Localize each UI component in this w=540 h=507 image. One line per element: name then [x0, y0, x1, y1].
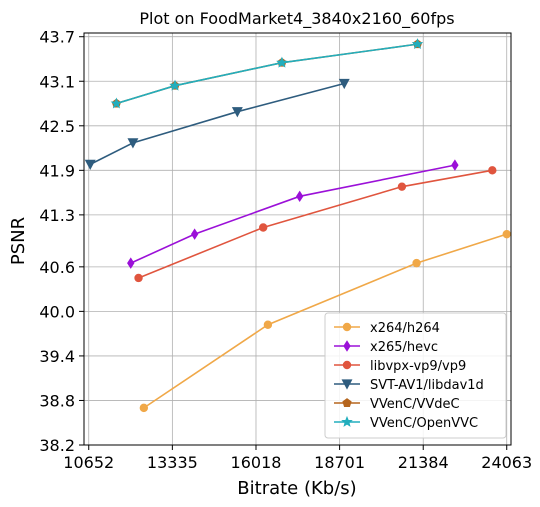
y-tick-label: 41.3 [39, 206, 75, 225]
legend-label: VVenC/VVdeC [370, 397, 460, 412]
series-x265-hevc [127, 159, 459, 269]
y-tick-label: 38.2 [39, 436, 75, 455]
data-point [231, 107, 243, 118]
legend-entry: SVT-AV1/libdav1d [334, 378, 484, 393]
data-point [397, 182, 407, 191]
series-x264-h264 [139, 229, 511, 413]
series-line [116, 43, 418, 105]
data-point [502, 229, 511, 239]
x-axis-ticks: 10652 13335 16018 18701 21384 24063 [63, 445, 532, 472]
series-line [116, 43, 418, 105]
data-point [296, 190, 304, 203]
series-libvpx-vp9-vp9 [134, 166, 497, 283]
data-point [127, 257, 135, 269]
data-point [139, 403, 149, 413]
legend-entry: VVenC/OpenVVC [334, 415, 478, 431]
series-svt-av1-libdav1d [84, 78, 350, 171]
data-point [134, 273, 143, 283]
y-tick-label: 39.4 [39, 347, 75, 366]
data-point [263, 320, 273, 329]
series-line [130, 164, 456, 264]
legend-label: x265/hevc [370, 340, 438, 355]
legend-marker [343, 340, 351, 352]
legend: x264/h264 x265/hevc libvpx-vp9/vp9 SVT-AV1/… [324, 312, 507, 439]
legend-box [324, 312, 507, 439]
y-tick-label: 41.9 [39, 161, 75, 180]
data-point [169, 79, 181, 91]
legend-label: x264/h264 [370, 321, 440, 336]
legend-marker [341, 379, 353, 390]
series-line [89, 82, 345, 166]
y-tick-label: 38.8 [39, 391, 75, 410]
series-line [143, 233, 507, 409]
y-tick-label: 42.5 [39, 117, 75, 136]
x-tick-label: 13335 [147, 453, 198, 472]
legend-marker [342, 398, 352, 407]
data-point [127, 138, 139, 149]
legend-label: SVT-AV1/libdav1d [370, 378, 484, 393]
data-point [338, 78, 350, 90]
legend-entry: libvpx-vp9/vp9 [334, 359, 466, 374]
legend-marker [342, 360, 352, 370]
grid [84, 33, 511, 446]
chart-title: Plot on FoodMarket4_3840x2160_60fps [139, 9, 454, 29]
legend-entry: VVenC/VVdeC [334, 397, 460, 412]
data-point [84, 159, 96, 171]
y-axis-label: PSNR [8, 217, 29, 265]
legend-label: libvpx-vp9/vp9 [370, 359, 466, 374]
y-axis-ticks: 38.2 38.8 39.4 40.0 40.6 41.3 41.9 42.5 43.1 43.7 [39, 28, 84, 455]
data-point [110, 97, 123, 109]
x-tick-label: 21384 [398, 453, 449, 472]
data-point [451, 159, 459, 171]
legend-marker [341, 415, 353, 427]
legend-label: VVenC/OpenVVC [370, 416, 478, 431]
x-tick-label: 16018 [231, 453, 282, 472]
data-point [488, 166, 497, 175]
data-point [259, 223, 268, 232]
y-tick-label: 43.7 [39, 28, 75, 47]
data-point [411, 38, 424, 50]
series-vvenc-openvvc [110, 38, 424, 109]
plot-frame [83, 32, 512, 446]
x-axis-label: Bitrate (Kb/s) [237, 478, 356, 499]
x-tick-label: 18701 [314, 453, 365, 472]
data-point [276, 56, 288, 68]
data-point [190, 228, 199, 240]
legend-entry: x264/h264 [334, 321, 440, 336]
x-tick-label: 10652 [63, 453, 114, 472]
legend-marker [342, 322, 352, 332]
series-line [138, 169, 493, 279]
series-layer [84, 38, 511, 413]
x-tick-label: 24063 [481, 453, 532, 472]
y-tick-label: 40.6 [39, 258, 75, 277]
y-tick-label: 40.0 [39, 302, 75, 321]
data-point [412, 258, 421, 268]
legend-entry: x265/hevc [334, 340, 438, 355]
y-tick-label: 43.1 [39, 72, 75, 91]
